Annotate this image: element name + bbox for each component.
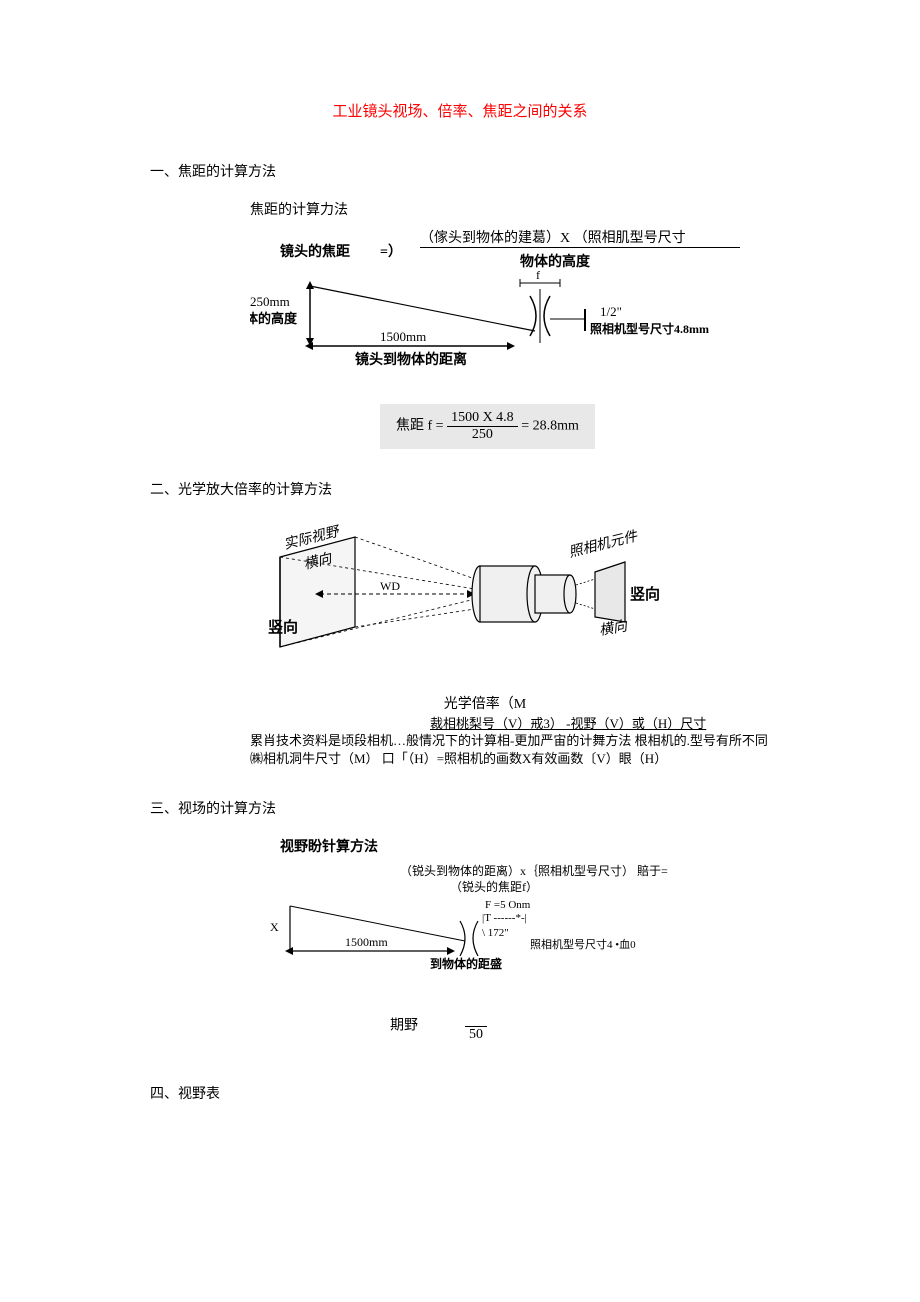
distance-val: 1500mm <box>380 329 426 344</box>
focal-length-diagram: f 250mm 物体的高度 1500mm 镜头到物体的距离 1/2" 照相机型号… <box>250 271 730 391</box>
section1-diagram: 焦距的计算力法 镜头的焦距 =） （傢头到物体的建葛）X （照相肌型号尺寸 物体… <box>250 199 730 449</box>
formula-rule <box>420 247 740 248</box>
result-label: 焦距 f = <box>396 419 444 434</box>
sensor-desc: 照相机型号尺寸4.8mm <box>590 321 709 336</box>
formula-lhs: 镜头的焦距 <box>280 241 350 261</box>
result-denom: 50 <box>465 1027 487 1043</box>
star: |T ------*-| <box>482 912 527 924</box>
optical-magnification-label: 光学倍率（M <box>200 693 770 713</box>
section1-subtitle: 焦距的计算力法 <box>250 199 730 219</box>
v-label: 竖向 <box>268 618 298 636</box>
result-label: 期野 <box>390 1018 418 1033</box>
obj-height-label: 物体的高度 <box>250 311 298 326</box>
section2-diagram: 实际视野 横向 竖向 WD 照相机元件 竖向 横向 光学倍率（M 裁相桃梨号（V… <box>150 517 770 768</box>
obj-height-val: 250mm <box>250 294 290 309</box>
section3-formula-line1: （锐头到物体的距离）x｛照相机型号尺寸） 賠于= <box>400 864 770 880</box>
sensor-size: 1/2" <box>600 304 622 319</box>
section1-heading: 一、焦距的计算方法 <box>150 161 770 181</box>
section3-subtitle: 视野盼针算方法 <box>280 836 770 856</box>
section3-diagram: 视野盼针算方法 （锐头到物体的距离）x｛照相机型号尺寸） 賠于= （锐头的焦距f… <box>150 836 770 1042</box>
wd-label: WD <box>380 579 400 593</box>
sensor: 照相机型号尺寸4 •血0 <box>530 937 636 951</box>
formula-numerator: （傢头到物体的建葛）X （照相肌型号尺寸 <box>420 227 686 247</box>
section3-result: 期野 50 <box>390 1010 770 1043</box>
distance-label: 镜头到物体的距离 <box>355 351 467 368</box>
x-label: X <box>270 920 279 934</box>
distance: 1500mm <box>345 935 388 949</box>
magnification-diagram: 实际视野 横向 竖向 WD 照相机元件 竖向 横向 <box>250 517 670 687</box>
section2-underline-text: 裁相桃梨号（V）戒3） -视野（V）或（H）尺寸 <box>430 713 770 732</box>
camera-label: 照相机元件 <box>567 528 640 561</box>
result-blank-num <box>465 1010 487 1027</box>
section3-heading: 三、视场的计算方法 <box>150 798 770 818</box>
result-denominator: 250 <box>447 427 518 443</box>
v-label2: 竖向 <box>630 585 660 603</box>
page-title: 工业镜头视场、倍率、焦距之间的关系 <box>150 100 770 121</box>
formula-denominator: 物体的高度 <box>520 251 590 271</box>
f-label: f <box>536 271 540 282</box>
h-label2: 横向 <box>598 618 630 639</box>
section2-heading: 二、光学放大倍率的计算方法 <box>150 479 770 499</box>
fov-diagram: X 1500mm F =5 Onm |T ------*-| \ 172" 照相… <box>250 896 670 996</box>
formula-eq: =） <box>380 241 402 261</box>
section1-result-formula: 焦距 f = 1500 X 4.8 250 = 28.8mm <box>380 404 595 449</box>
section2-note-line2: ㈱相机洞牛尺寸（M） 口「（H）=照相机的画数X有效画数〔V）眼（H） <box>250 750 770 768</box>
result-numerator: 1500 X 4.8 <box>447 410 518 427</box>
section2-note-line1: 累肖技术资料是顷段相机…般情况下的计算相-更加严宙的计舞方法 根相机的.型号有所… <box>250 732 770 750</box>
section4-heading: 四、视野表 <box>150 1083 770 1103</box>
section1-formula: 镜头的焦距 =） （傢头到物体的建葛）X （照相肌型号尺寸 物体的高度 <box>280 227 730 271</box>
section3-formula-line2: （锐头的焦距f） <box>450 880 770 896</box>
angle: \ 172" <box>482 927 509 939</box>
result-equals: = 28.8mm <box>521 419 579 434</box>
dist-label: 到物体的距盛 <box>430 956 502 971</box>
f-val: F =5 Onm <box>485 899 531 911</box>
